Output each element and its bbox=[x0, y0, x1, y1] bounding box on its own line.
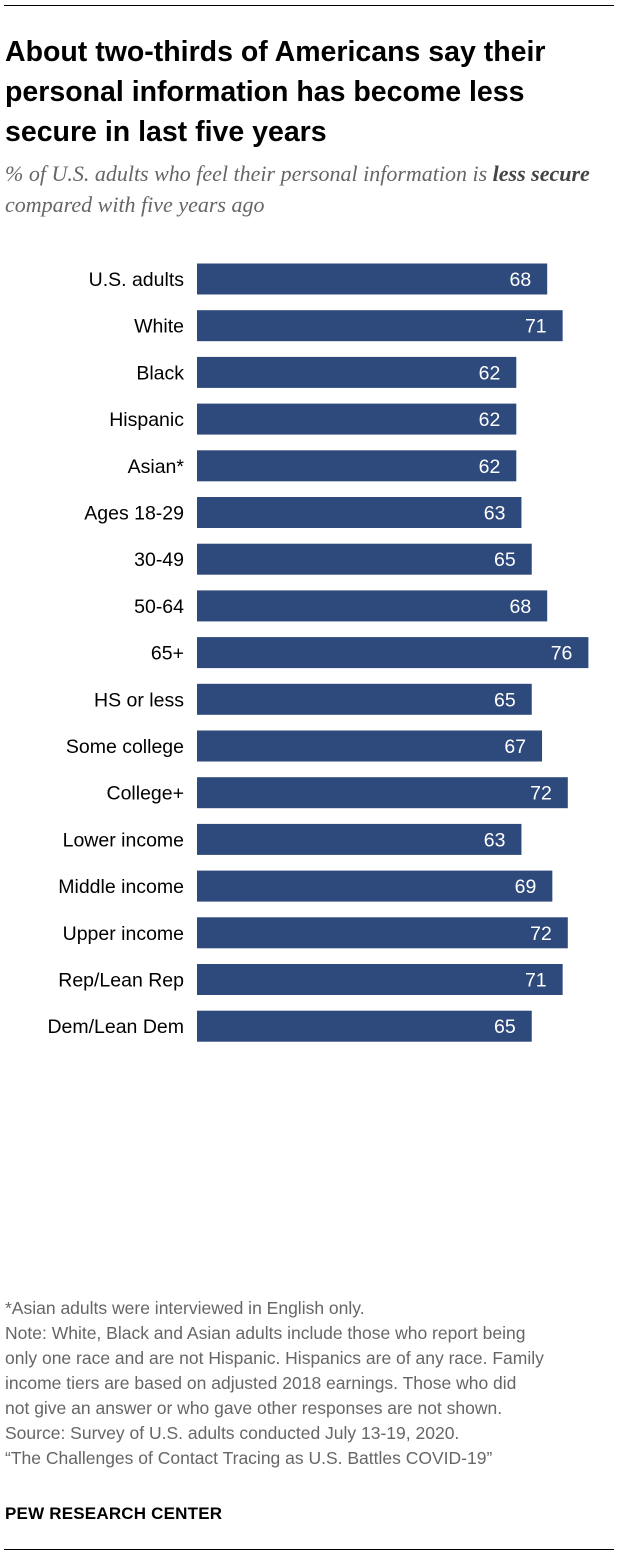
bar-ages-18-29 bbox=[197, 497, 522, 528]
category-label-ages-18-29: Ages 18-29 bbox=[84, 503, 184, 525]
report-title-line: “The Challenges of Contact Tracing as U.… bbox=[5, 1448, 493, 1468]
category-label-middle-income: Middle income bbox=[58, 876, 184, 898]
chart-subtitle: % of U.S. adults who feel their personal… bbox=[5, 158, 610, 220]
bar-college bbox=[197, 777, 568, 809]
subtitle-text: % of U.S. adults who feel their personal… bbox=[5, 161, 488, 186]
bar-hispanic bbox=[197, 403, 517, 435]
bar-rep-lean-rep bbox=[197, 964, 563, 995]
data-label-65: 76 bbox=[551, 643, 573, 665]
bar-u-s-adults bbox=[197, 263, 548, 295]
data-label-lower-income: 63 bbox=[484, 829, 506, 851]
bar-upper-income bbox=[197, 917, 568, 949]
category-label-hs-or-less: HS or less bbox=[94, 689, 184, 711]
note-line: *Asian adults were interviewed in Englis… bbox=[5, 1298, 365, 1318]
chart-title: About two-thirds of Americans say their … bbox=[5, 36, 546, 148]
category-label-50-64: 50-64 bbox=[134, 596, 184, 618]
data-label-50-64: 68 bbox=[509, 596, 531, 618]
bar-lower-income bbox=[197, 823, 522, 855]
data-label-some-college: 67 bbox=[504, 736, 526, 758]
data-label-ages-18-29: 63 bbox=[484, 503, 506, 525]
chart-notes: *Asian adults were interviewed in Englis… bbox=[5, 1296, 615, 1471]
source-line: Source: Survey of U.S. adults conducted … bbox=[5, 1423, 460, 1443]
category-label-rep-lean-rep: Rep/Lean Rep bbox=[58, 970, 184, 992]
data-label-rep-lean-rep: 71 bbox=[525, 970, 547, 992]
bottom-rule bbox=[4, 1549, 614, 1550]
note-line: only one race and are not Hispanic. Hisp… bbox=[5, 1348, 544, 1368]
category-label-white: White bbox=[134, 316, 184, 338]
bar-dem-lean-dem bbox=[197, 1010, 532, 1042]
data-label-dem-lean-dem: 65 bbox=[494, 1016, 516, 1038]
data-label-u-s-adults: 68 bbox=[509, 269, 531, 291]
category-label-black: Black bbox=[136, 362, 184, 384]
note-line: income tiers are based on adjusted 2018 … bbox=[5, 1373, 517, 1393]
bar-30-49 bbox=[197, 543, 532, 575]
subtitle-text-end: compared with five years ago bbox=[5, 192, 265, 217]
bar-50-64 bbox=[197, 590, 548, 622]
category-label-asian: Asian* bbox=[128, 456, 185, 478]
data-label-asian: 62 bbox=[479, 456, 501, 478]
category-label-college: College+ bbox=[106, 783, 184, 805]
category-label-upper-income: Upper income bbox=[63, 923, 184, 945]
data-label-hispanic: 62 bbox=[479, 409, 501, 431]
pew-research-center-logo: PEW RESEARCH CENTER bbox=[5, 1504, 223, 1523]
data-label-middle-income: 69 bbox=[515, 876, 537, 898]
category-label-30-49: 30-49 bbox=[134, 549, 184, 571]
category-label-some-college: Some college bbox=[66, 736, 184, 758]
note-line: Note: White, Black and Asian adults incl… bbox=[5, 1323, 526, 1343]
bar-white bbox=[197, 310, 563, 342]
data-label-white: 71 bbox=[525, 316, 547, 338]
data-label-college: 72 bbox=[530, 783, 552, 805]
category-label-hispanic: Hispanic bbox=[109, 409, 184, 431]
bar-hs-or-less bbox=[197, 683, 532, 715]
note-line: not give an answer or who gave other res… bbox=[5, 1398, 503, 1418]
category-label-lower-income: Lower income bbox=[63, 829, 184, 851]
data-label-hs-or-less: 65 bbox=[494, 689, 516, 711]
bar-black bbox=[197, 356, 517, 388]
bar-65 bbox=[197, 637, 589, 669]
data-label-30-49: 65 bbox=[494, 549, 516, 571]
category-label-65: 65+ bbox=[151, 643, 184, 665]
bar-asian bbox=[197, 450, 517, 482]
category-label-dem-lean-dem: Dem/Lean Dem bbox=[47, 1016, 184, 1038]
bar-middle-income bbox=[197, 870, 553, 902]
top-rule bbox=[4, 5, 614, 6]
bar-some-college bbox=[197, 730, 543, 762]
category-label-u-s-adults: U.S. adults bbox=[89, 269, 185, 291]
subtitle-emphasis: less secure bbox=[492, 161, 590, 186]
bar-chart: U.S. adults 68 White 71 Black 62 Hispanic 62 Asi… bbox=[47, 263, 589, 1042]
data-label-upper-income: 72 bbox=[530, 923, 552, 945]
data-label-black: 62 bbox=[479, 362, 501, 384]
